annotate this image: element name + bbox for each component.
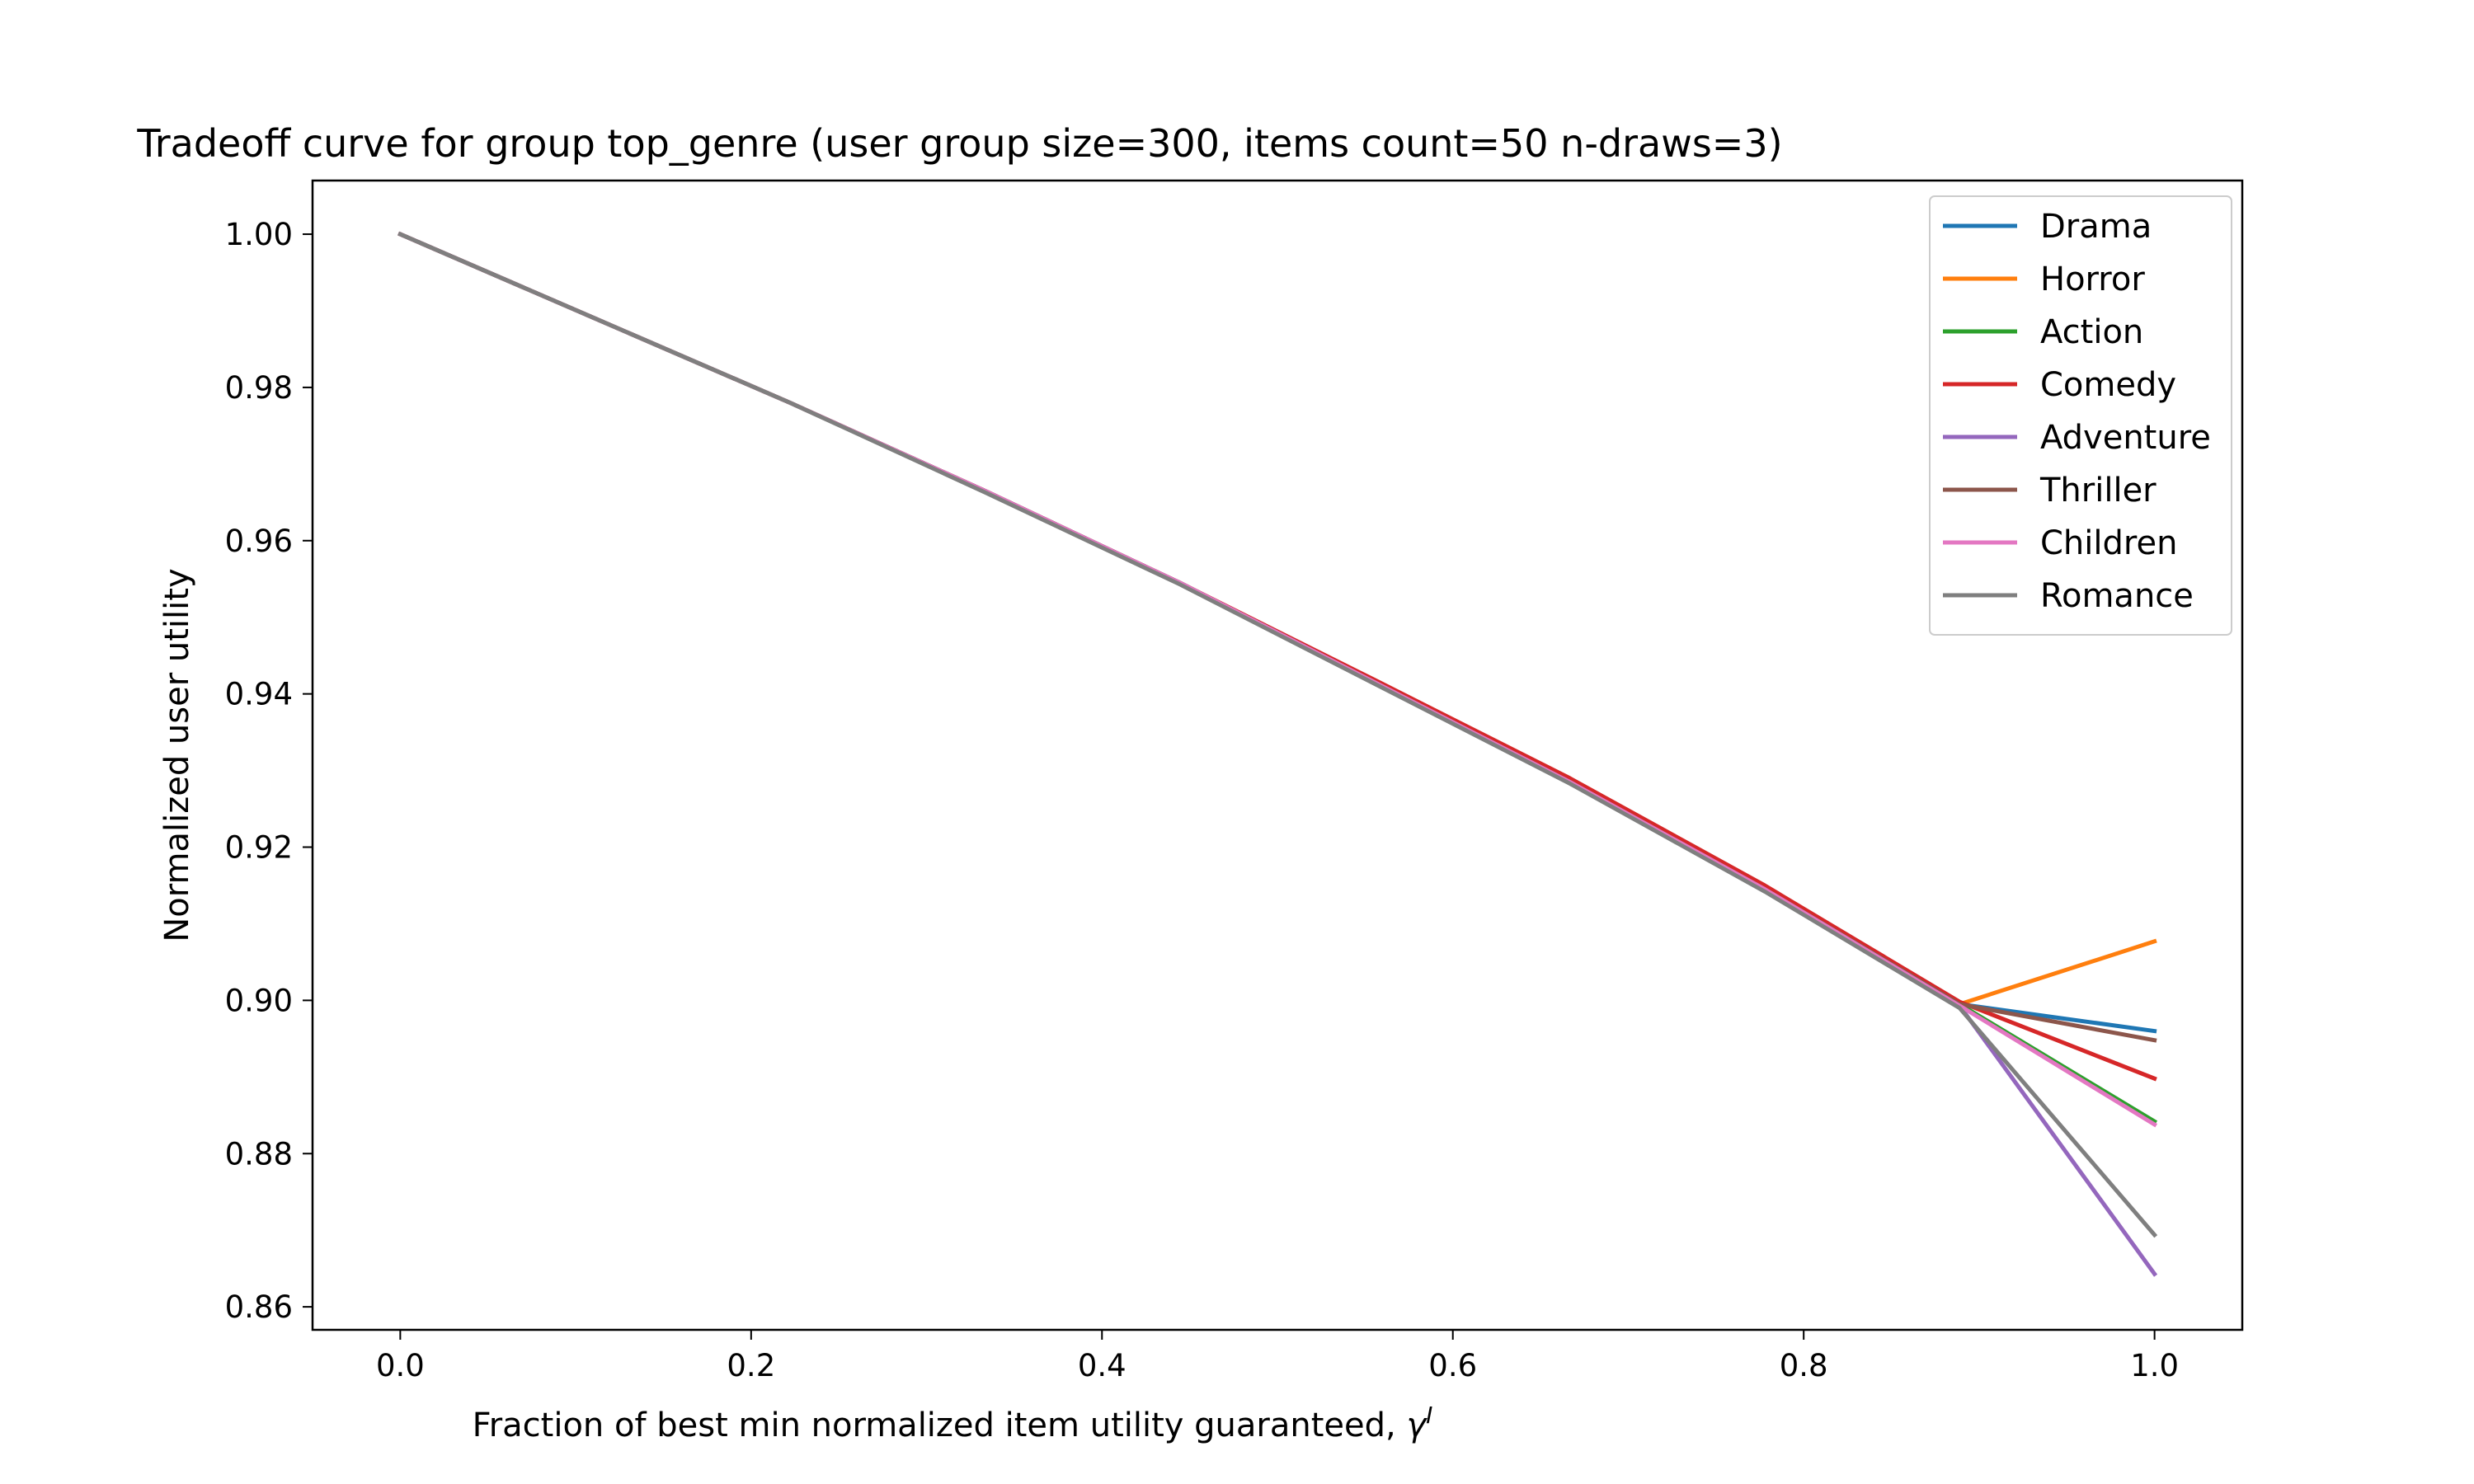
series-line-romance — [397, 231, 2158, 1238]
legend-label-children: Children — [2040, 524, 2177, 562]
legend-label-thriller: Thriller — [2039, 472, 2157, 510]
y-tick-label: 0.94 — [225, 677, 293, 712]
y-axis-label: Normalized user utility — [158, 568, 196, 942]
y-tick-label: 0.90 — [225, 983, 293, 1018]
x-tick-label: 0.6 — [1428, 1348, 1477, 1383]
legend-label-drama: Drama — [2040, 208, 2152, 246]
legend-label-romance: Romance — [2040, 577, 2194, 615]
y-tick-label: 0.98 — [225, 370, 293, 406]
legend-box — [1929, 195, 2232, 636]
x-tick-label: 0.4 — [1078, 1348, 1126, 1383]
legend: Drama Horror Action Comedy Adventure Thriller… — [1929, 195, 2232, 636]
y-tick-label: 1.00 — [225, 217, 293, 252]
y-tick-label: 0.86 — [225, 1289, 293, 1325]
legend-label-action: Action — [2040, 313, 2143, 351]
chart-title: Tradeoff curve for group top_genre (user… — [136, 121, 1782, 166]
y-axis: 0.86 0.88 0.90 0.92 0.94 0.96 0.98 1.00 — [225, 217, 313, 1325]
x-tick-label: 0.2 — [727, 1348, 775, 1383]
x-tick-label: 0.8 — [1780, 1348, 1828, 1383]
y-tick-label: 0.92 — [225, 830, 293, 866]
x-axis-label-superscript: I — [1426, 1402, 1432, 1429]
y-tick-label: 0.96 — [225, 524, 293, 559]
x-tick-label: 1.0 — [2130, 1348, 2179, 1383]
legend-label-adventure: Adventure — [2040, 419, 2211, 457]
legend-label-comedy: Comedy — [2040, 366, 2176, 404]
x-axis-label: Fraction of best min normalized item uti… — [473, 1402, 1433, 1444]
y-tick-label: 0.88 — [225, 1136, 293, 1172]
legend-label-horror: Horror — [2040, 261, 2145, 298]
series-lines — [397, 231, 2158, 1277]
x-tick-label: 0.0 — [376, 1348, 425, 1383]
x-axis: 0.0 0.2 0.4 0.6 0.8 1.0 — [376, 1330, 2179, 1383]
x-axis-label-symbol: γ — [1406, 1407, 1427, 1444]
plot-frame — [311, 179, 2244, 1331]
x-axis-label-text: Fraction of best min normalized item uti… — [473, 1407, 1407, 1444]
